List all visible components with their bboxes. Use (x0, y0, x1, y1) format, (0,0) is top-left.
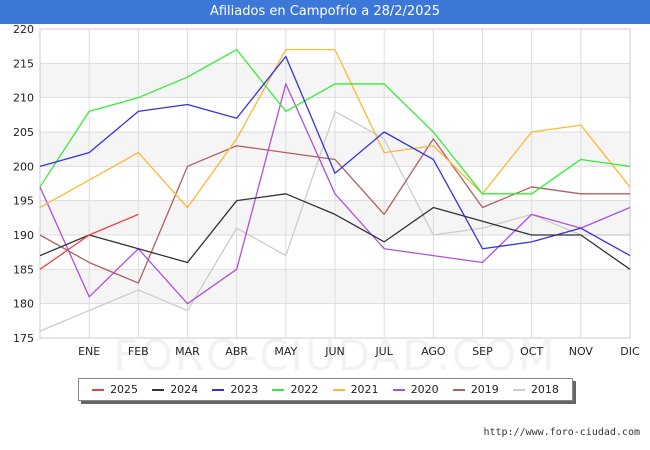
series-lines (39, 48, 631, 332)
grid-lines (39, 28, 631, 339)
y-tick-label: 210 (13, 92, 34, 105)
x-tick-label: ENE (78, 345, 100, 358)
series-line-2023 (39, 55, 631, 257)
legend: 2025 2024 2023 2022 2021 2020 2019 2018 (78, 378, 573, 401)
y-tick-label: 200 (13, 160, 34, 173)
legend-swatch (152, 388, 165, 391)
legend-swatch (212, 388, 225, 391)
legend-item-2024: 2024 (152, 383, 198, 396)
series-line-2019 (39, 138, 630, 284)
y-tick-label: 175 (13, 332, 34, 345)
y-tick-label: 195 (13, 195, 34, 208)
x-tick-label: AGO (421, 345, 446, 358)
legend-item-2025: 2025 (92, 383, 138, 396)
y-tick-label: 180 (13, 298, 34, 311)
legend-item-2023: 2023 (212, 383, 258, 396)
x-tick-label: MAY (274, 345, 297, 358)
legend-swatch (452, 388, 465, 391)
plot-border (39, 28, 631, 339)
x-axis-ticks: ENE FEB MAR ABR MAY JUN JUL AGO SEP OCT NOV DIC (78, 345, 640, 358)
y-tick-label: 190 (13, 229, 34, 242)
series-line-2021 (39, 48, 631, 209)
legend-item-2020: 2020 (392, 383, 439, 396)
x-tick-label: MAR (175, 345, 200, 358)
series-line-2022 (39, 48, 631, 195)
legend-item-2021: 2021 (332, 383, 379, 396)
y-tick-label: 205 (13, 126, 34, 139)
y-tick-label: 215 (13, 57, 34, 70)
legend-swatch (512, 388, 525, 391)
x-tick-label: JUL (374, 345, 393, 358)
legend-swatch (272, 388, 285, 391)
watermark-text: FORO-CIUDAD.COM (114, 331, 557, 380)
legend-label: 2024 (170, 383, 199, 396)
legend-label: 2022 (290, 383, 319, 396)
x-tick-label: OCT (520, 345, 543, 358)
legend-swatch (332, 388, 345, 391)
legend-label: 2018 (530, 383, 559, 396)
series-line-2025 (39, 213, 139, 270)
x-tick-label: FEB (128, 345, 149, 358)
legend-item-2019: 2019 (452, 383, 499, 396)
legend-swatch (92, 388, 105, 391)
legend-item-2018: 2018 (512, 383, 559, 396)
y-tick-label: 220 (13, 23, 34, 36)
legend-label: 2025 (110, 383, 139, 396)
x-tick-label: SEP (472, 345, 493, 358)
legend-label: 2023 (230, 383, 259, 396)
legend-label: 2021 (350, 383, 379, 396)
x-tick-label: JUN (324, 345, 345, 358)
watermark: FORO-CIUDAD.COM (114, 331, 557, 380)
source-url: http://www.foro-ciudad.com (483, 427, 640, 438)
legend-label: 2019 (470, 383, 499, 396)
y-tick-label: 185 (13, 263, 34, 276)
y-axis-ticks: 175 180 185 190 195 200 205 210 215 220 (13, 23, 34, 345)
x-tick-label: DIC (620, 345, 640, 358)
legend-label: 2020 (410, 383, 439, 396)
x-tick-label: ABR (225, 345, 248, 358)
legend-item-2022: 2022 (272, 383, 318, 396)
series-line-2024 (39, 193, 631, 270)
chart-title: Afiliados en Campofrío a 28/2/2025 (0, 0, 650, 24)
legend-swatch (392, 388, 405, 391)
x-tick-label: NOV (569, 345, 594, 358)
